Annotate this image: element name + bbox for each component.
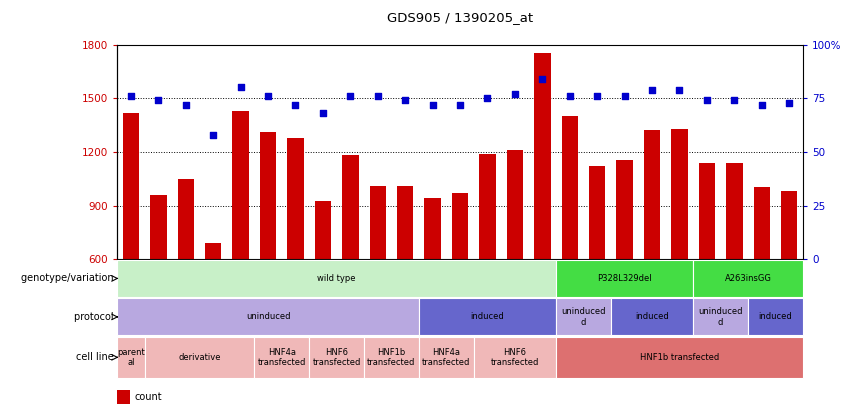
Point <box>727 97 741 104</box>
Point <box>288 101 302 108</box>
Bar <box>122 113 139 259</box>
Point <box>398 97 412 104</box>
Bar <box>419 298 556 335</box>
Point <box>618 93 632 99</box>
Text: HNF1b transfected: HNF1b transfected <box>640 353 719 362</box>
Bar <box>315 201 331 259</box>
Bar <box>117 298 419 335</box>
Bar <box>562 116 578 259</box>
Text: genotype/variation: genotype/variation <box>22 273 117 283</box>
Bar <box>694 260 803 297</box>
Text: uninduced: uninduced <box>246 312 290 322</box>
Bar <box>419 337 474 377</box>
Point <box>508 91 522 97</box>
Text: GDS905 / 1390205_at: GDS905 / 1390205_at <box>387 11 533 24</box>
Bar <box>309 337 364 377</box>
Bar <box>150 195 167 259</box>
Bar <box>364 337 419 377</box>
Bar <box>727 163 742 259</box>
Bar <box>534 53 550 259</box>
Bar <box>145 337 254 377</box>
Bar <box>474 337 556 377</box>
Text: HNF6
transfected: HNF6 transfected <box>312 347 361 367</box>
Point <box>207 132 220 138</box>
Bar <box>397 186 413 259</box>
Text: HNF6
transfected: HNF6 transfected <box>490 347 539 367</box>
Text: HNF4a
transfected: HNF4a transfected <box>258 347 306 367</box>
Bar <box>748 298 803 335</box>
Point <box>645 86 659 93</box>
Text: derivative: derivative <box>178 353 220 362</box>
Text: induced: induced <box>635 312 669 322</box>
Point <box>371 93 385 99</box>
Bar <box>781 191 798 259</box>
Point <box>425 101 439 108</box>
Bar <box>611 298 694 335</box>
Bar <box>556 260 694 297</box>
Bar <box>753 187 770 259</box>
Point <box>179 101 193 108</box>
Point <box>261 93 275 99</box>
Text: P328L329del: P328L329del <box>597 274 652 283</box>
Text: HNF1b
transfected: HNF1b transfected <box>367 347 416 367</box>
Point <box>151 97 165 104</box>
Point <box>233 84 247 91</box>
Point <box>700 97 713 104</box>
Text: induced: induced <box>759 312 792 322</box>
Bar <box>117 390 129 404</box>
Bar <box>233 111 249 259</box>
Text: HNF4a
transfected: HNF4a transfected <box>422 347 470 367</box>
Text: protocol: protocol <box>75 312 117 322</box>
Text: uninduced
d: uninduced d <box>562 307 606 326</box>
Point <box>590 93 604 99</box>
Bar <box>254 337 309 377</box>
Point <box>755 101 769 108</box>
Bar <box>507 150 523 259</box>
Point <box>481 95 495 101</box>
Text: uninduced
d: uninduced d <box>699 307 743 326</box>
Bar <box>205 243 221 259</box>
Bar <box>616 160 633 259</box>
Bar <box>556 298 611 335</box>
Bar <box>694 298 748 335</box>
Bar <box>287 138 304 259</box>
Bar <box>671 129 687 259</box>
Text: parent
al: parent al <box>117 347 145 367</box>
Bar <box>342 155 358 259</box>
Bar <box>452 193 468 259</box>
Bar <box>260 132 276 259</box>
Text: A263insGG: A263insGG <box>725 274 772 283</box>
Point <box>673 86 687 93</box>
Bar <box>644 130 661 259</box>
Bar <box>424 198 441 259</box>
Point <box>453 101 467 108</box>
Bar <box>699 163 715 259</box>
Text: count: count <box>135 392 162 402</box>
Bar <box>178 179 194 259</box>
Bar <box>117 337 145 377</box>
Point <box>344 93 358 99</box>
Text: induced: induced <box>470 312 504 322</box>
Text: wild type: wild type <box>318 274 356 283</box>
Bar <box>479 153 496 259</box>
Text: cell line: cell line <box>76 352 117 362</box>
Bar <box>117 260 556 297</box>
Point <box>316 110 330 117</box>
Point <box>124 93 138 99</box>
Bar <box>589 166 605 259</box>
Point <box>782 99 796 106</box>
Bar <box>370 186 386 259</box>
Bar <box>556 337 803 377</box>
Point <box>536 76 549 82</box>
Point <box>562 93 576 99</box>
